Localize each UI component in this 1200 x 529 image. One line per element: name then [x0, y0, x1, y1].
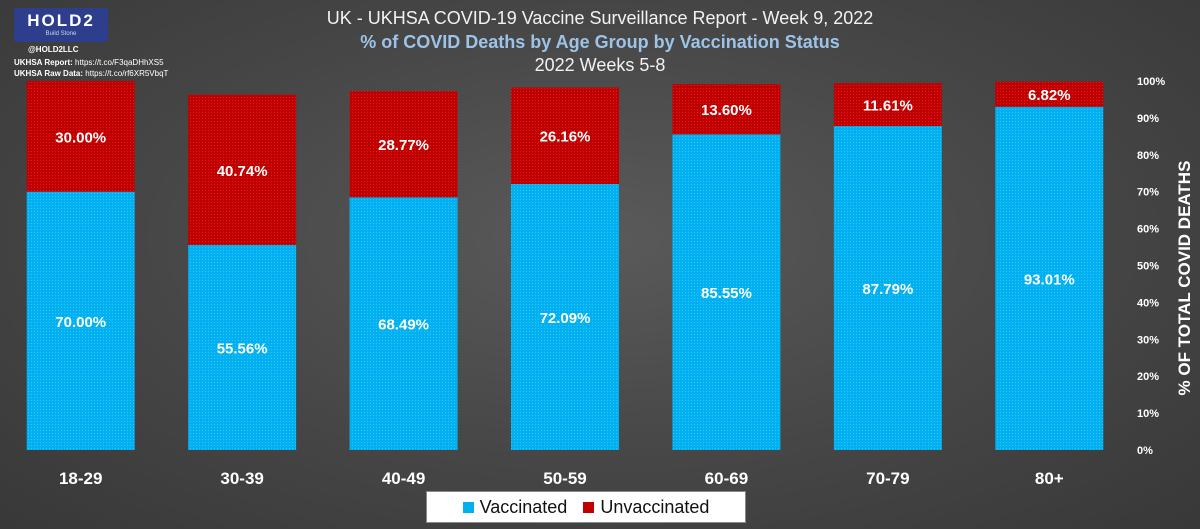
x-tick-label-30-39: 30-39 — [220, 469, 263, 488]
y-tick-label-2: 20% — [1137, 371, 1159, 383]
report-label: UKHSA Report: — [14, 58, 73, 67]
data-label-unvaccinated-18-29: 30.00% — [55, 129, 106, 146]
raw-data-link[interactable]: https://t.co/rf6XR5VbqT — [85, 69, 169, 78]
y-tick-label-9: 90% — [1137, 113, 1159, 125]
data-label-unvaccinated-60-69: 13.60% — [701, 102, 752, 119]
data-label-vaccinated-30-39: 55.56% — [217, 340, 268, 357]
data-label-vaccinated-60-69: 85.55% — [701, 285, 752, 302]
report-link-row: UKHSA Report: https://t.co/F3qaDHhXS5 — [14, 58, 164, 67]
y-tick-label-4: 40% — [1137, 297, 1159, 309]
raw-data-label: UKHSA Raw Data: — [14, 69, 84, 78]
bar-vaccinated-30-39 — [188, 244, 297, 450]
bar-unvaccinated-80+ — [995, 81, 1104, 107]
x-tick-label-80+: 80+ — [1035, 469, 1064, 488]
bar-unvaccinated-40-49 — [349, 91, 458, 198]
chart-period: 2022 Weeks 5-8 — [534, 55, 666, 75]
y-tick-label-6: 60% — [1137, 224, 1159, 236]
chart-title: UK - UKHSA COVID-19 Vaccine Surveillance… — [326, 8, 874, 28]
x-axis: 18-29 30-39 40-49 50-59 60-69 70-79 80+ — [59, 469, 1064, 488]
y-tick-label-7: 70% — [1137, 187, 1159, 199]
data-label-vaccinated-18-29: 70.00% — [55, 314, 106, 331]
legend: Vaccinated Unvaccinated — [426, 491, 746, 523]
data-label-vaccinated-50-59: 72.09% — [540, 310, 591, 327]
data-label-unvaccinated-40-49: 28.77% — [378, 137, 429, 154]
x-tick-label-70-79: 70-79 — [866, 469, 909, 488]
y-tick-label-3: 30% — [1137, 334, 1159, 346]
y-tick-label-10: 100% — [1137, 76, 1165, 88]
bar-vaccinated-40-49 — [349, 197, 458, 450]
bar-unvaccinated-30-39 — [188, 94, 297, 245]
x-tick-label-50-59: 50-59 — [543, 469, 586, 488]
y-tick-label-5: 50% — [1137, 261, 1159, 273]
x-tick-label-18-29: 18-29 — [59, 469, 102, 488]
x-tick-label-40-49: 40-49 — [382, 469, 425, 488]
bar-vaccinated-80+ — [995, 106, 1104, 451]
y-tick-label-1: 10% — [1137, 408, 1159, 420]
bar-vaccinated-70-79 — [833, 126, 942, 450]
bar-vaccinated-60-69 — [672, 134, 781, 450]
report-link[interactable]: https://t.co/F3qaDHhXS5 — [75, 58, 164, 67]
bar-unvaccinated-70-79 — [833, 83, 942, 127]
bar-unvaccinated-50-59 — [511, 87, 619, 184]
legend-label-vaccinated: Vaccinated — [479, 496, 568, 517]
bar-vaccinated-18-29 — [26, 191, 135, 450]
y-tick-label-8: 80% — [1137, 150, 1159, 162]
data-label-vaccinated-80+: 93.01% — [1024, 271, 1075, 288]
legend-item-vaccinated: Vaccinated — [462, 496, 568, 518]
stacked-bar-chart: 70.00% 30.00% 55.56% 40.74% 68.49% 28.77% 72.0… — [26, 76, 1194, 488]
logo-text: HOLD2 — [27, 11, 95, 30]
vaccinated-swatch — [462, 501, 474, 513]
y-tick-label-0: 0% — [1137, 445, 1153, 457]
bar-unvaccinated-18-29 — [26, 81, 135, 192]
legend-label-unvaccinated: Unvaccinated — [600, 496, 710, 517]
data-label-vaccinated-70-79: 87.79% — [862, 281, 913, 298]
chart-subtitle: % of COVID Deaths by Age Group by Vaccin… — [360, 32, 840, 52]
raw-data-link-row: UKHSA Raw Data: https://t.co/rf6XR5VbqT — [14, 69, 168, 78]
data-label-unvaccinated-70-79: 11.61% — [863, 98, 913, 115]
logo-tagline: Build Stone — [45, 31, 77, 37]
legend-item-unvaccinated: Unvaccinated — [583, 497, 709, 518]
twitter-handle: @HOLD2LLC — [28, 45, 79, 54]
x-tick-label-60-69: 60-69 — [705, 469, 748, 488]
hold2-logo: HOLD2 Build Stone — [14, 8, 108, 42]
data-label-unvaccinated-80+: 6.82% — [1028, 87, 1071, 104]
data-label-unvaccinated-50-59: 26.16% — [540, 129, 591, 146]
y-axis-label: % OF TOTAL COVID DEATHS — [1175, 161, 1194, 396]
bar-vaccinated-50-59 — [511, 183, 619, 450]
bars-layer: 70.00% 30.00% 55.56% 40.74% 68.49% 28.77% 72.0… — [26, 81, 1104, 451]
y-axis: 0% 10% 20% 30% 40% 50% 60% 70% 80% 90% 100% — [1137, 76, 1165, 457]
data-label-unvaccinated-30-39: 40.74% — [217, 163, 268, 180]
bar-unvaccinated-60-69 — [672, 84, 781, 135]
unvaccinated-swatch — [583, 501, 595, 513]
data-label-vaccinated-40-49: 68.49% — [378, 317, 429, 334]
